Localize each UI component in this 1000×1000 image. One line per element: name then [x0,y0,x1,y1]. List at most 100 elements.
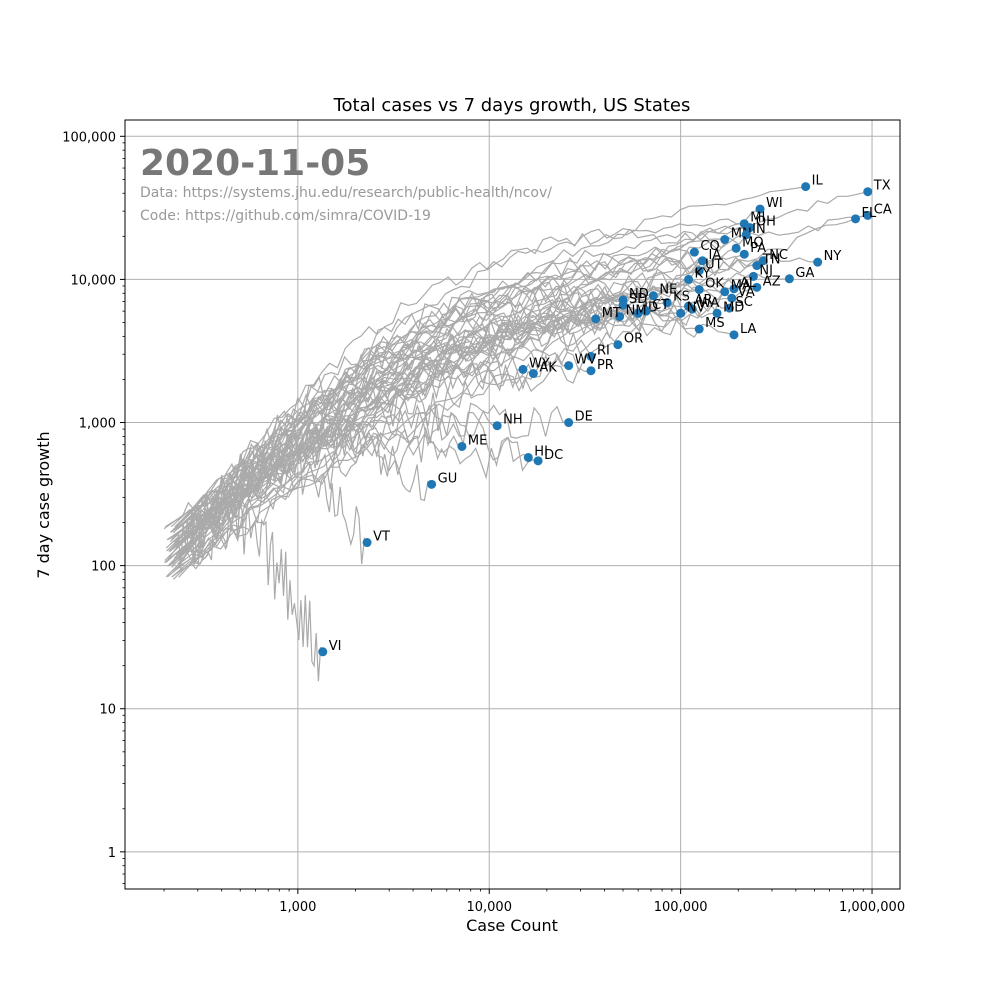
data-point-la [729,330,739,340]
point-label-fl: FL [862,206,877,221]
data-point-co [689,247,699,257]
trajectory-line [170,228,725,533]
point-label-ny: NY [824,249,842,264]
data-point-va [727,293,737,303]
data-point-in [741,230,751,240]
plot-frame [124,119,901,890]
data-point-ne [648,291,658,301]
point-label-ct: CT [652,298,669,313]
data-point-ga [784,274,794,284]
point-label-ri: RI [597,343,610,358]
point-label-ky: KY [695,266,711,281]
point-label-nm: NM [626,304,647,319]
data-point-ky [684,274,694,284]
point-label-wa: WA [698,296,719,311]
point-label-ak: AK [539,361,557,376]
trajectory-line [172,317,619,532]
point-label-la: LA [740,322,757,337]
trajectory-line [173,336,592,562]
trajectory-line [174,409,498,533]
y-tick-label: 10 [99,703,116,718]
data-point-hi [523,452,533,462]
date-stamp: 2020-11-05 [140,143,370,184]
data-point-vt [362,538,372,548]
trajectory-line [177,415,432,568]
data-point-pr [586,366,596,376]
point-label-me: ME [468,433,487,448]
data-point-nj [748,271,758,281]
data-point-ak [528,369,538,379]
point-label-gu: GU [438,471,458,486]
point-label-ga: GA [795,266,814,281]
point-label-oh: OH [756,215,776,230]
trajectory-line [173,434,539,565]
point-label-pr: PR [597,358,614,373]
data-point-ia [697,256,707,266]
point-label-in: IN [752,222,766,237]
trajectory-line [176,208,761,567]
trajectory-lines [163,186,868,682]
trajectory-line [177,296,735,528]
data-point-nv [676,308,686,318]
x-tick-label: 1,000,000 [839,900,905,915]
point-label-pa: PA [750,241,766,256]
data-point-nh [492,421,502,431]
point-label-ne: NE [659,283,677,298]
point-label-ca: CA [874,202,892,217]
trajectory-line [177,418,463,530]
point-label-nh: NH [503,413,522,428]
point-label-co: CO [700,239,719,254]
data-point-mo [731,243,741,253]
data-point-il [801,182,811,192]
data-point-ct [641,306,651,316]
point-label-ar: AR [695,293,713,308]
point-label-tn: TN [762,253,781,268]
trajectory-line [169,499,324,682]
data-point-dc [533,456,543,466]
trajectory-line [172,270,700,580]
data-point-ok [694,285,704,295]
point-label-ut: UT [705,258,723,273]
data-point-ma [720,287,730,297]
data-point-wa [687,304,697,314]
data-point-or [613,340,623,350]
data-source-note: Data: https://systems.jhu.edu/research/p… [140,185,552,201]
point-label-vi: VI [329,639,342,654]
trajectory-line [171,218,856,578]
x-axis-label: Case Count [466,916,558,935]
data-point-md [712,308,722,318]
point-label-hi: HI [534,444,548,459]
data-point-sc [724,303,734,313]
axis-ticks: 1,000 10,000 100,000 1,000,000 1 10 100 1,000 10… [62,130,905,915]
data-point-mt [591,314,601,324]
point-label-va: VA [738,285,755,300]
data-point-sd [618,300,628,310]
trajectory-line [171,286,757,573]
data-point-mn [720,235,730,245]
point-label-al: AL [740,276,757,291]
data-point-nc [758,256,768,266]
point-label-sc: SC [735,295,752,310]
code-source-note: Code: https://github.com/simra/COVID-19 [140,208,431,224]
point-label-nc: NC [769,248,788,263]
data-point-pa [739,249,749,259]
y-tick-label: 1 [108,846,116,861]
data-point-de [564,418,574,428]
data-point-ms [694,324,704,334]
x-tick-label: 1,000 [279,900,316,915]
y-tick-label: 100,000 [62,130,116,145]
chart-title: Total cases vs 7 days growth, US States [333,95,691,116]
trajectory-line [178,438,368,565]
data-point-gu [427,479,437,489]
data-point-ut [694,266,704,276]
data-point-tx [863,187,873,197]
data-point-me [457,441,467,451]
data-point-wi [755,204,765,214]
data-point-vi [318,647,328,657]
data-point-nm [615,312,625,322]
data-point-ri [586,351,596,361]
data-point-id [633,308,643,318]
point-label-mi: MI [750,211,765,226]
trajectory-line [178,218,745,559]
